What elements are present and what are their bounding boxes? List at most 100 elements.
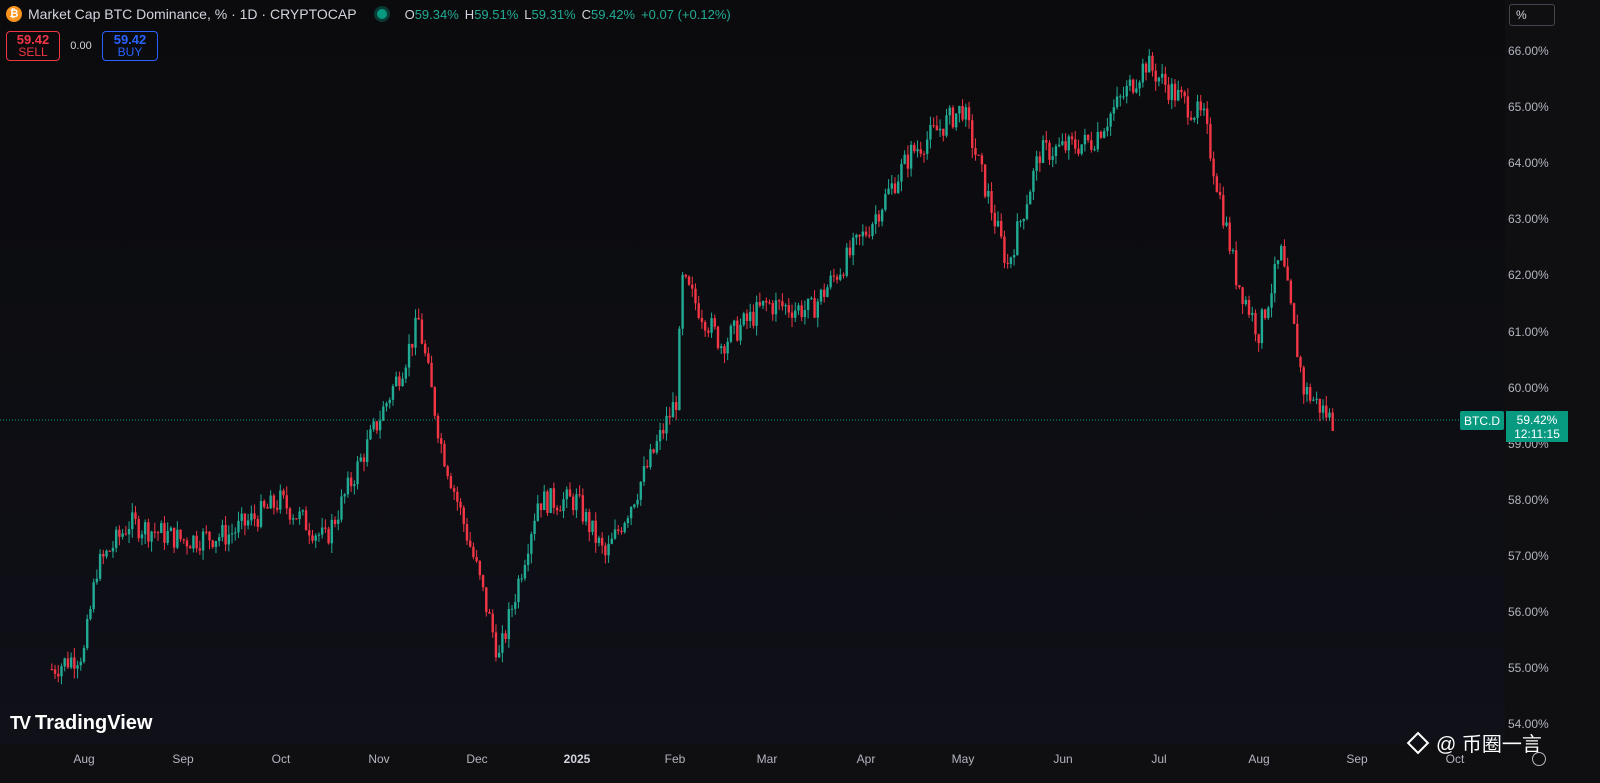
candle-body bbox=[707, 330, 710, 333]
spread-value: 0.00 bbox=[70, 40, 92, 52]
candle-body bbox=[1318, 398, 1322, 413]
candle-body bbox=[411, 343, 414, 348]
candle-body bbox=[584, 512, 588, 522]
candle-body bbox=[230, 533, 234, 535]
candle-body bbox=[259, 501, 263, 527]
candle-body bbox=[617, 529, 620, 531]
time-axis-label: Jun bbox=[1053, 752, 1073, 766]
candle-body bbox=[1331, 412, 1334, 431]
candle-body bbox=[1289, 280, 1293, 304]
candle-body bbox=[578, 494, 581, 496]
candle-body bbox=[253, 513, 256, 520]
candle-body bbox=[832, 275, 836, 277]
candle-body bbox=[745, 313, 749, 322]
candle-body bbox=[913, 144, 916, 152]
candle-body bbox=[95, 578, 99, 583]
candle-body bbox=[1212, 158, 1215, 177]
candle-body bbox=[1308, 387, 1312, 401]
candle-body bbox=[591, 520, 594, 533]
candle-body bbox=[1057, 144, 1061, 147]
candle-body bbox=[810, 298, 813, 300]
chart-area[interactable] bbox=[0, 0, 1505, 745]
candle-body bbox=[932, 125, 935, 127]
candle-body bbox=[562, 499, 565, 512]
candle-body bbox=[938, 128, 942, 131]
candle-body bbox=[1064, 141, 1067, 151]
candle-body bbox=[1070, 136, 1074, 140]
market-open-dot-icon[interactable] bbox=[376, 9, 387, 19]
candle-body bbox=[1177, 89, 1180, 101]
chart-svg[interactable] bbox=[0, 0, 1505, 745]
candle-body bbox=[1267, 307, 1270, 319]
candle-body bbox=[855, 234, 858, 238]
candle-body bbox=[449, 476, 453, 489]
candle-body bbox=[320, 527, 324, 535]
candle-body bbox=[729, 325, 733, 342]
candle-body bbox=[1157, 77, 1161, 82]
candle-body bbox=[1276, 260, 1280, 265]
price-axis-label: 66.00% bbox=[1508, 44, 1549, 58]
candle-body bbox=[362, 457, 366, 463]
candle-body bbox=[465, 524, 469, 541]
candle-body bbox=[546, 491, 549, 513]
tradingview-logo[interactable]: TV TradingView bbox=[10, 712, 152, 735]
candle-body bbox=[263, 501, 266, 507]
candle-body bbox=[1263, 309, 1267, 319]
candle-body bbox=[922, 153, 926, 155]
candle-body bbox=[1128, 79, 1132, 86]
candle-body bbox=[716, 326, 720, 349]
candle-body bbox=[884, 193, 887, 210]
candle-body bbox=[430, 362, 433, 388]
candle-body bbox=[681, 274, 684, 329]
axis-settings-icon[interactable] bbox=[1532, 752, 1546, 766]
sell-button[interactable]: 59.42 SELL bbox=[6, 31, 60, 61]
candle-body bbox=[909, 144, 913, 169]
buy-button[interactable]: 59.42 BUY bbox=[102, 31, 158, 61]
buy-price: 59.42 bbox=[113, 32, 147, 47]
ohlc-values: O59.34% H59.51% L59.31% C59.42% +0.07 (+… bbox=[405, 7, 731, 22]
candle-body bbox=[958, 105, 961, 114]
time-axis-label: 2025 bbox=[563, 752, 591, 766]
low-value: 59.31% bbox=[531, 6, 576, 22]
candle-body bbox=[105, 550, 108, 557]
candle-body bbox=[903, 154, 906, 164]
candle-body bbox=[475, 556, 478, 562]
candle-body bbox=[874, 214, 877, 225]
candle-body bbox=[240, 513, 243, 521]
candle-body bbox=[160, 523, 163, 533]
candle-body bbox=[549, 488, 552, 513]
candle-body bbox=[835, 276, 839, 280]
candle-body bbox=[1022, 219, 1025, 222]
candle-body bbox=[687, 276, 691, 285]
candle-body bbox=[520, 578, 523, 580]
candle-body bbox=[349, 477, 353, 487]
chart-title[interactable]: Market Cap BTC Dominance, % · 1D · CRYPT… bbox=[28, 6, 357, 22]
candle-body bbox=[1225, 222, 1228, 226]
watermark-text: @ 币圈一言 bbox=[1436, 734, 1542, 756]
candle-body bbox=[761, 300, 765, 306]
candle-body bbox=[275, 507, 279, 510]
candle-body bbox=[98, 553, 102, 579]
candle-body bbox=[826, 287, 829, 297]
scale-percent-button[interactable]: % bbox=[1509, 4, 1555, 26]
candle-body bbox=[678, 328, 681, 411]
candle-body bbox=[76, 665, 79, 669]
candle-body bbox=[610, 538, 614, 544]
candle-body bbox=[636, 499, 639, 505]
candle-body bbox=[89, 609, 92, 619]
candle-body bbox=[121, 533, 124, 537]
candle-body bbox=[980, 155, 984, 165]
candle-body bbox=[713, 318, 716, 327]
time-axis-label: Aug bbox=[73, 752, 95, 766]
candle-body bbox=[182, 539, 185, 541]
candle-body bbox=[816, 301, 819, 318]
tradingview-mark-icon: TV bbox=[10, 713, 31, 733]
candle-body bbox=[501, 633, 504, 653]
candle-body bbox=[720, 346, 723, 349]
candle-body bbox=[971, 120, 974, 149]
candle-body bbox=[777, 300, 781, 302]
candle-body bbox=[871, 224, 874, 236]
candle-body bbox=[1006, 262, 1009, 264]
candle-body bbox=[1115, 96, 1119, 108]
candle-body bbox=[459, 501, 462, 508]
